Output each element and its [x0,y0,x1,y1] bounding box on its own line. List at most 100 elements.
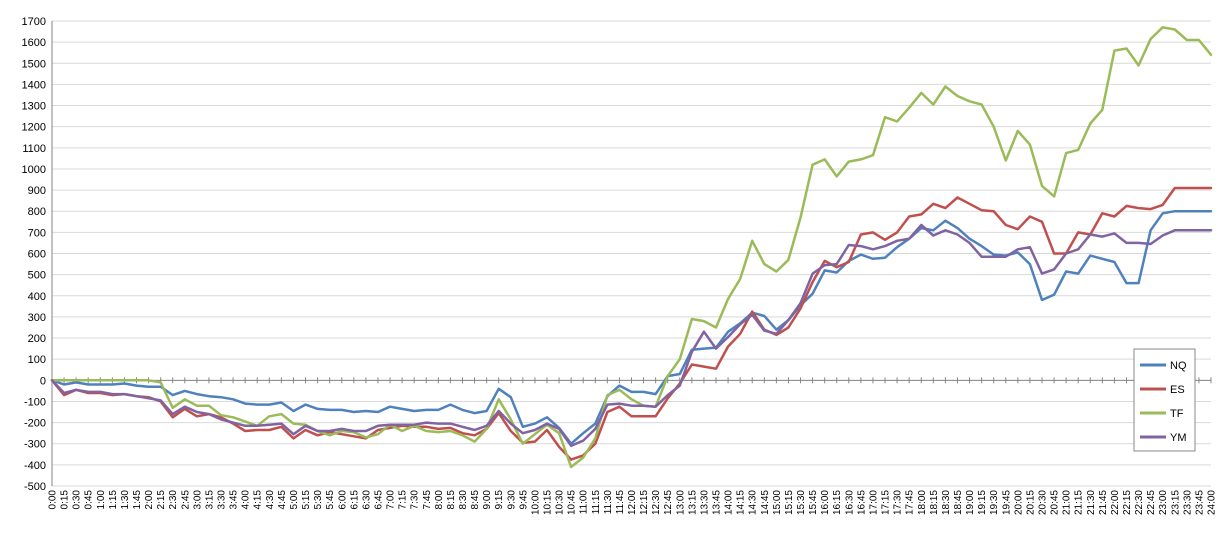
x-tick-label: 11:00 [579,490,590,515]
x-tick-label: 14:00 [724,490,735,515]
x-tick-label: 2:45 [180,490,191,510]
y-tick-label: 1600 [22,37,46,49]
x-tick-label: 11:30 [603,490,614,515]
x-tick-label: 3:00 [192,490,203,510]
x-tick-label: 21:00 [1062,490,1073,515]
legend-label-tf: TF [1170,408,1184,420]
x-tick-label: 19:15 [977,490,988,515]
x-tick-label: 22:15 [1122,490,1133,515]
y-tick-label: 500 [28,270,46,282]
x-tick-label: 8:30 [458,490,469,510]
x-tick-label: 4:30 [265,490,276,510]
x-tick-label: 13:15 [687,490,698,515]
x-tick-label: 11:45 [615,490,626,515]
x-tick-label: 8:45 [470,490,481,510]
y-tick-label: 300 [28,312,46,324]
y-axis: -500 -400 -300 -200 -100 0 100 200 300 400 500 600 7… [22,16,53,493]
x-tick-label: 4:00 [241,490,252,510]
y-tick-label: 1400 [22,79,46,91]
x-tick-label: 23:15 [1170,490,1181,515]
x-tick-label: 1:00 [96,490,107,510]
y-tick-label: -300 [24,439,46,451]
x-tick-label: 16:15 [832,490,843,515]
x-tick-label: 6:00 [337,490,348,510]
x-tick-label: 5:00 [289,490,300,510]
x-tick-label: 18:00 [917,490,928,515]
y-tick-label: 100 [28,354,46,366]
y-tick-label: -400 [24,460,46,472]
x-tick-label: 22:45 [1146,490,1157,515]
x-tick-label: 10:45 [567,490,578,515]
series-line-nq [50,209,1213,445]
x-tick-label: 21:30 [1086,490,1097,515]
y-tick-label: 0 [40,375,46,387]
x-tick-label: 10:30 [555,490,566,515]
x-tick-label: 1:15 [108,490,119,510]
x-tick-label: 22:30 [1134,490,1145,515]
y-tick-label: 600 [28,249,46,261]
y-tick-label: 1200 [22,122,46,134]
x-tick-label: 16:00 [820,490,831,515]
x-tick-label: 24:00 [1207,490,1218,515]
x-tick-label: 13:45 [712,490,723,515]
x-tick-label: 12:30 [651,490,662,515]
x-tick-label: 0:45 [84,490,95,510]
legend-label-es: ES [1170,384,1185,396]
y-tick-label: 1700 [22,16,46,28]
x-tick-label: 3:30 [217,490,228,510]
x-tick-label: 18:30 [941,490,952,515]
series-line-tf [50,26,1213,469]
series-line-es [50,186,1213,461]
y-tick-label: 200 [28,333,46,345]
x-tick-label: 13:30 [699,490,710,515]
legend-label-nq: NQ [1170,360,1187,372]
x-tick-label: 10:00 [530,490,541,515]
x-tick-label: 17:45 [905,490,916,515]
x-tick-label: 14:30 [748,490,759,515]
y-tick-label: 1500 [22,58,46,70]
x-tick-label: 0:30 [72,490,83,510]
x-tick-label: 9:00 [482,490,493,510]
x-tick-label: 6:45 [373,490,384,510]
x-tick-label: 4:15 [253,490,264,510]
x-tick-label: 19:30 [989,490,1000,515]
x-tick-label: 4:45 [277,490,288,510]
y-tick-label: 900 [28,185,46,197]
x-tick-label: 21:45 [1098,490,1109,515]
y-tick-label: 1300 [22,101,46,113]
x-tick-label: 2:00 [144,490,155,510]
x-tick-label: 15:45 [808,490,819,515]
x-tick-label: 8:00 [434,490,445,510]
x-tick-label: 18:15 [929,490,940,515]
x-tick-label: 13:00 [675,490,686,515]
x-tick-label: 15:15 [784,490,795,515]
x-tick-label: 21:15 [1074,490,1085,515]
x-tick-label: 20:00 [1013,490,1024,515]
x-tick-label: 15:00 [772,490,783,515]
x-tick-label: 8:15 [446,490,457,510]
x-tick-label: 6:30 [361,490,372,510]
x-tick-label: 5:45 [325,490,336,510]
x-tick-label: 20:15 [1025,490,1036,515]
x-tick-label: 12:45 [663,490,674,515]
x-tick-label: 20:45 [1050,490,1061,515]
x-tick-label: 15:30 [796,490,807,515]
x-tick-label: 16:30 [844,490,855,515]
x-tick-label: 23:00 [1158,490,1169,515]
x-axis: 0:00 0:15 0:30 0:45 1:00 1:15 1:30 1:45 2:00 2:15… [48,377,1218,515]
y-tick-label: 400 [28,291,46,303]
x-tick-label: 19:45 [1001,490,1012,515]
x-tick-label: 23:30 [1182,490,1193,515]
x-tick-label: 1:45 [132,490,143,510]
y-tick-label: 1000 [22,164,46,176]
y-tick-label: 1100 [22,143,46,155]
x-tick-label: 2:15 [156,490,167,510]
x-tick-label: 17:30 [893,490,904,515]
x-tick-label: 12:15 [639,490,650,515]
x-tick-label: 18:45 [953,490,964,515]
x-tick-label: 10:15 [542,490,553,515]
y-tick-label: -100 [24,396,46,408]
x-tick-label: 3:15 [204,490,215,510]
